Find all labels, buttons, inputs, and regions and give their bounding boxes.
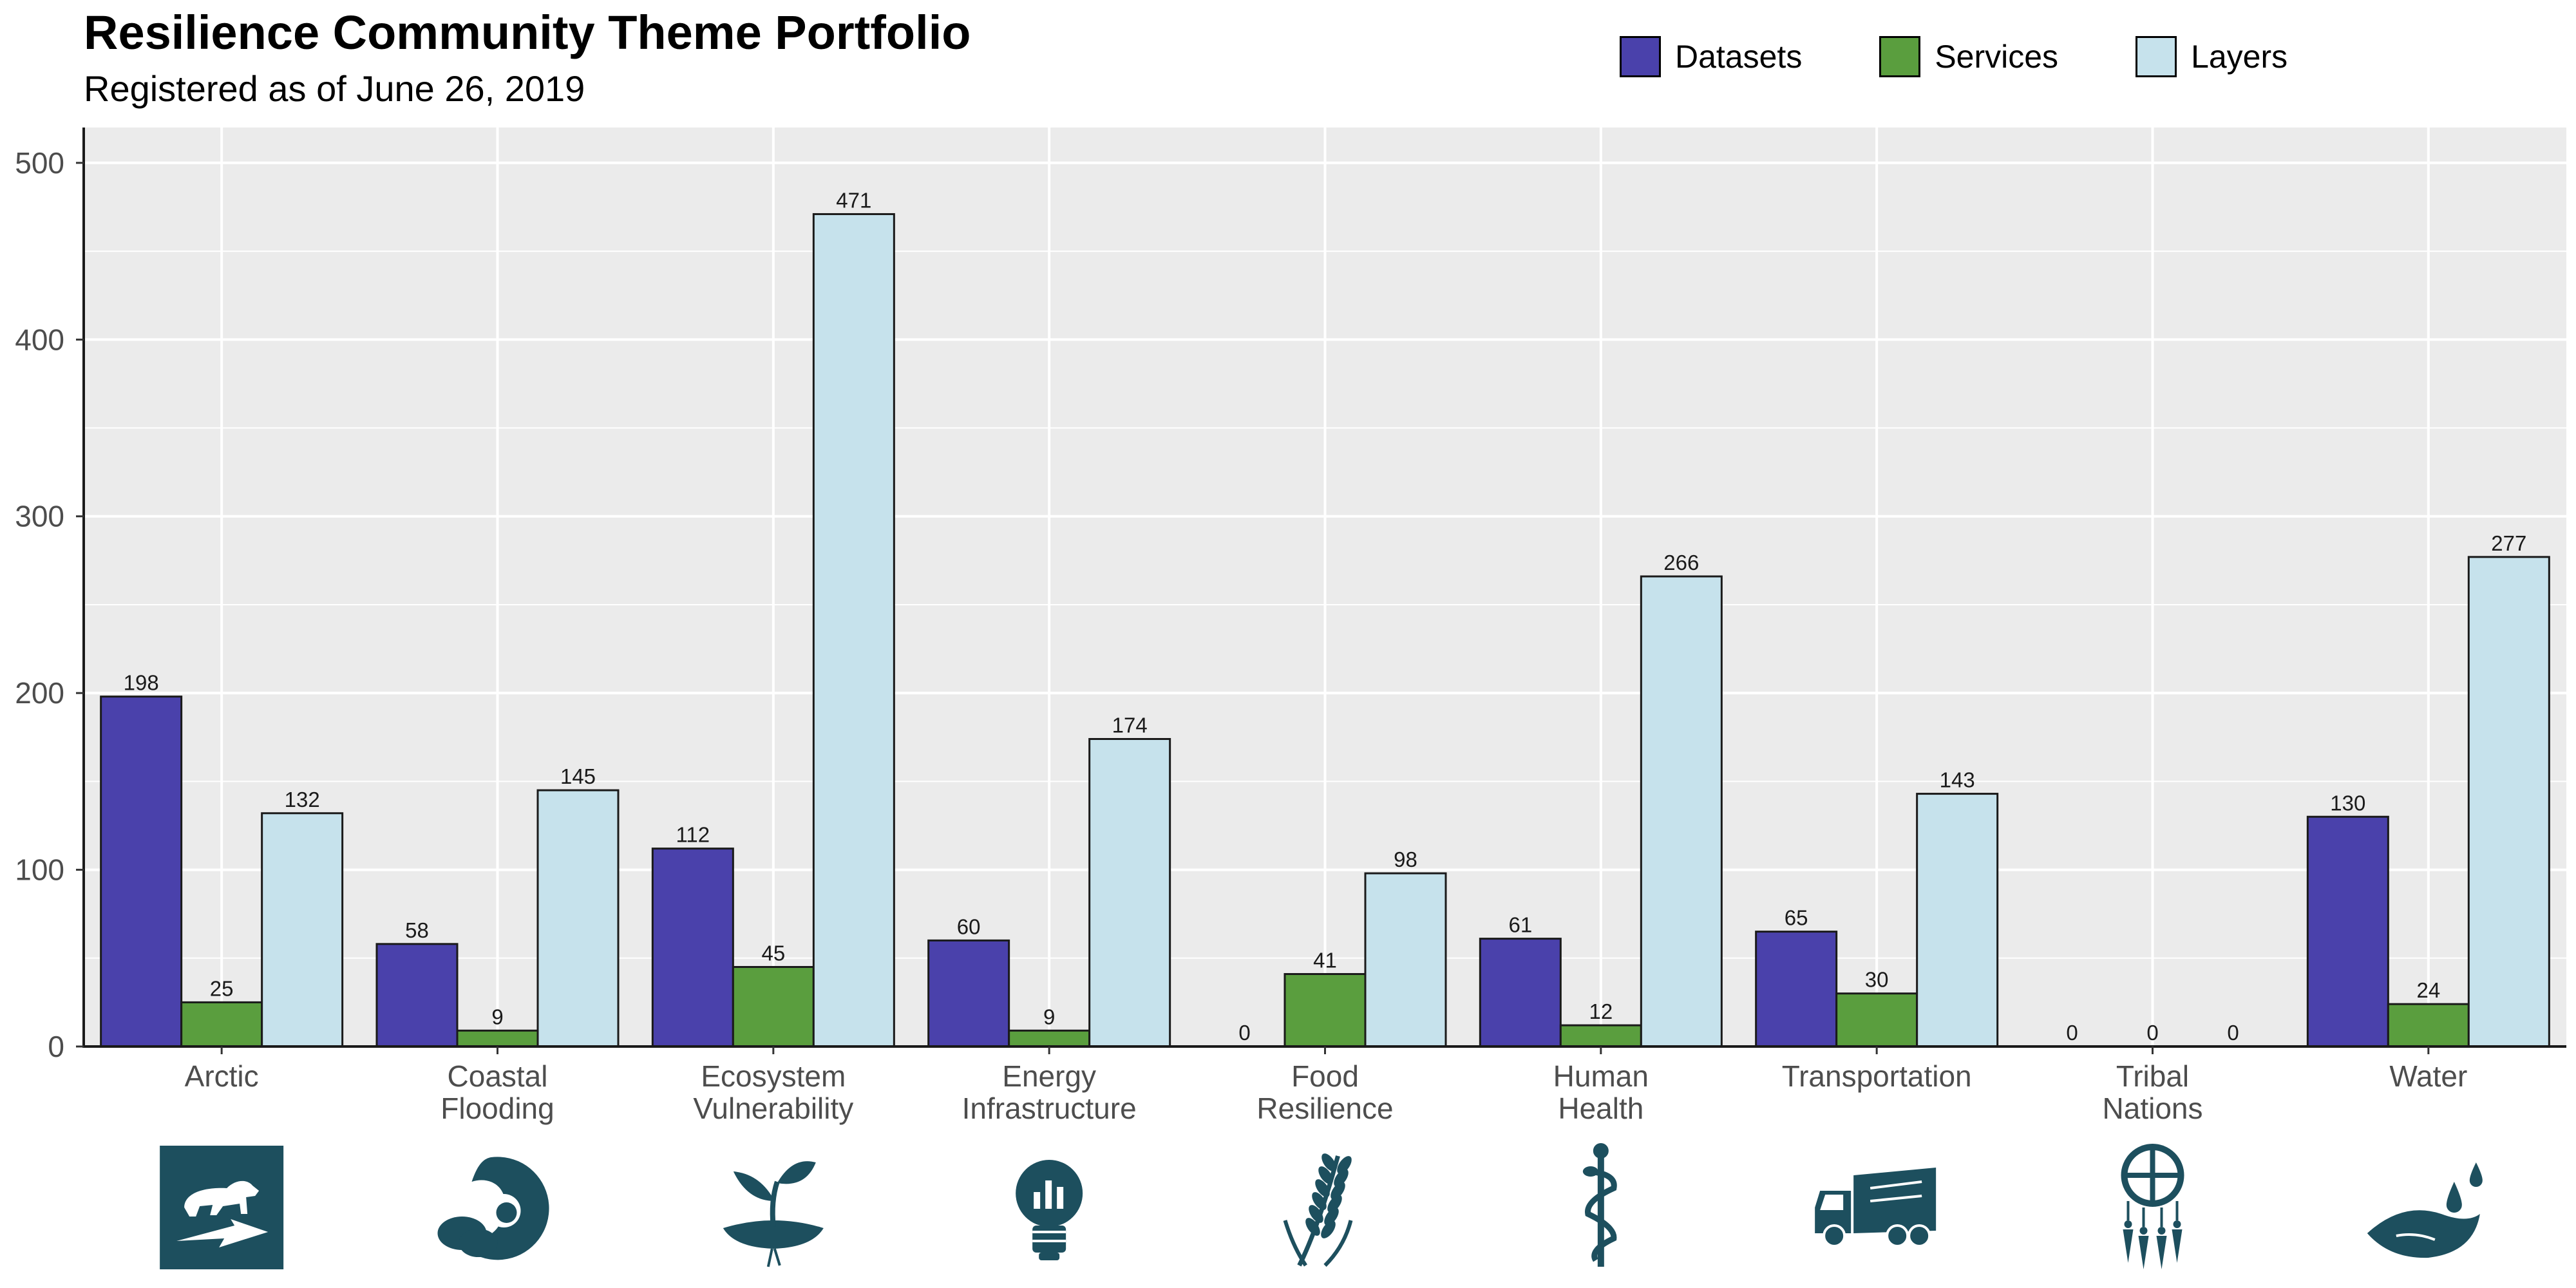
value-label: 277 bbox=[2491, 531, 2526, 555]
value-label: 130 bbox=[2330, 791, 2365, 815]
value-label: 132 bbox=[285, 788, 320, 811]
value-label: 61 bbox=[1508, 913, 1532, 937]
bar-layers bbox=[1364, 872, 1447, 1048]
x-tick-label: Arctic bbox=[185, 1059, 259, 1093]
bar-datasets bbox=[1755, 931, 1838, 1048]
bar-services bbox=[732, 966, 815, 1048]
sprout-icon bbox=[723, 1161, 824, 1267]
y-tick-label: 300 bbox=[15, 500, 64, 533]
lightbulb-chart-icon bbox=[1016, 1160, 1083, 1260]
legend-item-layers: Layers bbox=[2136, 36, 2287, 77]
x-tick-label: Food Resilience bbox=[1256, 1059, 1393, 1125]
bar-datasets bbox=[100, 696, 183, 1048]
bar-layers bbox=[1640, 575, 1723, 1048]
caduceus-icon bbox=[1582, 1143, 1617, 1267]
value-label: 0 bbox=[1238, 1021, 1250, 1045]
y-tick-label: 100 bbox=[15, 853, 64, 887]
legend-label-services: Services bbox=[1935, 39, 2059, 75]
y-tick-label: 400 bbox=[15, 323, 64, 356]
bar-datasets bbox=[2306, 815, 2389, 1048]
x-tick-label: Human Health bbox=[1553, 1059, 1649, 1125]
bar-layers bbox=[2467, 556, 2550, 1048]
value-label: 9 bbox=[491, 1005, 503, 1028]
x-tick-label: Tribal Nations bbox=[2103, 1059, 2203, 1125]
bar-services bbox=[1283, 972, 1367, 1048]
value-label: 145 bbox=[560, 764, 596, 788]
bar-services bbox=[2387, 1003, 2470, 1048]
value-label: 12 bbox=[1589, 999, 1613, 1023]
value-label: 58 bbox=[405, 918, 429, 942]
value-label: 198 bbox=[124, 671, 159, 695]
bar-services bbox=[1008, 1029, 1091, 1048]
value-label: 112 bbox=[676, 823, 710, 847]
bar-datasets bbox=[927, 939, 1010, 1048]
bar-datasets bbox=[651, 848, 734, 1048]
bar-layers bbox=[261, 812, 344, 1048]
x-tick-label: Coastal Flooding bbox=[440, 1059, 554, 1125]
x-tick-label: Ecosystem Vulnerability bbox=[693, 1059, 853, 1125]
value-label: 41 bbox=[1313, 948, 1337, 972]
value-label: 143 bbox=[1940, 768, 1975, 792]
value-label: 60 bbox=[957, 914, 981, 938]
value-label: 266 bbox=[1663, 551, 1699, 574]
x-tick-label: Energy Infrastructure bbox=[962, 1059, 1137, 1125]
y-tick-label: 200 bbox=[15, 676, 64, 710]
coastal-flooding-icon bbox=[437, 1157, 549, 1260]
chart-subtitle: Registered as of June 26, 2019 bbox=[84, 68, 585, 109]
value-label: 0 bbox=[2146, 1021, 2158, 1045]
wheat-icon bbox=[1283, 1153, 1353, 1267]
legend-swatch-layers bbox=[2136, 36, 2177, 77]
bar-datasets bbox=[1479, 938, 1562, 1048]
polar-bear-icon bbox=[160, 1146, 284, 1269]
bar-datasets bbox=[375, 943, 459, 1048]
category-icons bbox=[160, 1143, 2483, 1269]
bar-services bbox=[1559, 1024, 1642, 1048]
x-tick-label: Transportation bbox=[1782, 1059, 1972, 1093]
legend-item-datasets: Datasets bbox=[1620, 36, 1802, 77]
value-label: 65 bbox=[1785, 906, 1808, 930]
value-label: 24 bbox=[2416, 978, 2440, 1002]
value-label: 9 bbox=[1043, 1005, 1055, 1028]
value-label: 174 bbox=[1112, 714, 1148, 737]
bar-services bbox=[456, 1029, 539, 1048]
plot-panel bbox=[84, 128, 2566, 1048]
legend-item-services: Services bbox=[1879, 36, 2058, 77]
bar-services bbox=[1835, 992, 1918, 1048]
value-label: 0 bbox=[2227, 1021, 2239, 1045]
legend: Datasets Services Layers bbox=[1620, 36, 2365, 77]
x-tick-label: Water bbox=[2389, 1059, 2467, 1093]
value-label: 98 bbox=[1394, 848, 1417, 871]
value-label: 471 bbox=[836, 188, 871, 212]
bar-services bbox=[180, 1001, 263, 1048]
value-label: 0 bbox=[2066, 1021, 2078, 1045]
legend-label-layers: Layers bbox=[2191, 39, 2288, 75]
bar-layers bbox=[536, 789, 620, 1048]
bars bbox=[100, 213, 2550, 1048]
legend-swatch-datasets bbox=[1620, 36, 1661, 77]
truck-icon bbox=[1815, 1168, 1937, 1247]
chart-title: Resilience Community Theme Portfolio bbox=[84, 6, 971, 59]
value-label: 25 bbox=[210, 976, 234, 1000]
bar-layers bbox=[1916, 793, 1999, 1048]
value-labels: 198 25 132 58 9 145 112 45 471 60 9 174 0 41 98 61 12 266… bbox=[124, 188, 2527, 1045]
y-tick-label: 500 bbox=[15, 146, 64, 180]
value-label: 45 bbox=[761, 942, 785, 965]
y-tick-label: 0 bbox=[48, 1030, 64, 1063]
dreamcatcher-icon bbox=[2121, 1144, 2184, 1269]
bar-layers bbox=[1088, 738, 1171, 1048]
bar-layers bbox=[812, 213, 895, 1048]
water-drop-icon bbox=[2367, 1162, 2483, 1258]
legend-swatch-services bbox=[1879, 36, 1921, 77]
legend-label-datasets: Datasets bbox=[1675, 39, 1803, 75]
value-label: 30 bbox=[1865, 968, 1889, 992]
